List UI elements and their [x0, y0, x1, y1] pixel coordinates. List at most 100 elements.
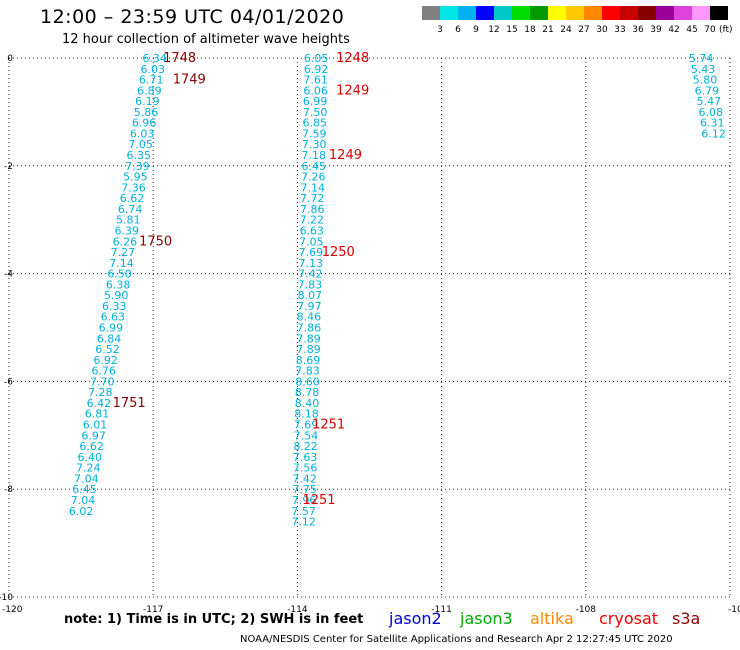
legend-entry-jason3: jason3 [460, 609, 513, 628]
pass-time-label: 1750 [139, 234, 172, 249]
wave-height-value: 5.80 [693, 74, 718, 87]
wave-height-value: 6.39 [115, 224, 140, 237]
wave-height-value: 7.27 [111, 246, 136, 259]
wave-height-value: 6.76 [91, 365, 116, 378]
wave-height-value: 6.01 [83, 419, 108, 432]
grid-lines [8, 57, 731, 598]
color-swatch [656, 6, 674, 20]
wave-height-value: 7.18 [301, 149, 326, 162]
wave-height-value: 7.36 [121, 181, 146, 194]
wave-height-value: 6.33 [102, 300, 127, 313]
wave-height-value: 7.04 [71, 494, 96, 507]
altimeter-tracks: 6.346.036.716.896.195.866.966.037.056.35… [69, 52, 726, 529]
wave-height-value: 7.83 [295, 365, 320, 378]
wave-height-value: 8.07 [298, 289, 323, 302]
pass-time-label: 1748 [163, 51, 196, 66]
wave-height-value: 5.81 [116, 214, 141, 227]
color-swatch [494, 6, 512, 20]
wave-height-value: 6.31 [700, 117, 725, 130]
color-scale-label: 9 [473, 25, 479, 35]
wave-height-value: 7.59 [302, 127, 327, 140]
y-tick-label: -8 [4, 485, 13, 495]
color-scale-label: 24 [560, 25, 572, 35]
wave-height-value: 6.92 [93, 354, 118, 367]
wave-height-value: 8.22 [293, 440, 318, 453]
y-tick-label: 0 [7, 54, 13, 64]
wave-height-value: 7.39 [125, 160, 150, 173]
wave-height-value: 5.86 [134, 106, 159, 119]
wave-height-value: 6.63 [101, 311, 126, 324]
wave-height-value: 7.04 [74, 472, 99, 485]
pass-time-label: 1749 [173, 73, 206, 88]
x-tick-label: -111 [431, 605, 451, 615]
color-scale-label: 30 [596, 25, 608, 35]
wave-height-value: 6.99 [303, 95, 328, 108]
wave-height-value: 7.96 [292, 494, 317, 507]
color-scale-label: 36 [632, 25, 644, 35]
color-swatch [422, 6, 440, 20]
color-scale-label: 6 [455, 25, 461, 35]
wave-height-value: 7.69 [294, 419, 319, 432]
wave-height-value: 7.30 [302, 138, 327, 151]
color-scale-label: 21 [542, 25, 553, 35]
wave-height-value: 8.78 [295, 386, 320, 399]
wave-height-value: 7.22 [300, 214, 325, 227]
wave-height-value: 5.74 [689, 52, 714, 65]
wave-height-value: 7.50 [303, 106, 328, 119]
color-scale-label: 12 [488, 25, 499, 35]
wave-height-value: 6.79 [695, 84, 720, 97]
wave-height-value: 6.08 [699, 106, 724, 119]
wave-height-value: 5.95 [123, 171, 148, 184]
wave-height-value: 6.19 [135, 95, 160, 108]
y-tick-label: -2 [4, 162, 13, 172]
wave-height-value: 7.42 [292, 472, 317, 485]
wave-height-value: 7.63 [293, 451, 318, 464]
wave-height-value: 6.45 [72, 483, 97, 496]
wave-height-map: -120 -117 -114 -111 -108 -10 0 -2 -4 -6 -8 -10 6.34… [0, 51, 740, 615]
wave-height-value: 6.89 [137, 84, 162, 97]
color-scale-label: 45 [686, 25, 697, 35]
wave-height-value: 6.96 [132, 117, 157, 130]
legend-entry-altika: altika [530, 609, 574, 628]
color-swatch [584, 6, 602, 20]
color-scale-label: 15 [506, 25, 517, 35]
wave-height-value: 5.47 [697, 95, 722, 108]
pass-time-label: 1751 [113, 396, 146, 411]
wave-height-value: 7.97 [297, 300, 322, 313]
x-tick-label: -120 [2, 605, 23, 615]
wave-height-value: 7.14 [301, 181, 326, 194]
wave-height-value: 7.86 [300, 203, 325, 216]
color-scale-label: 27 [578, 25, 589, 35]
wave-height-value: 6.52 [95, 343, 120, 356]
wave-height-value: 6.71 [139, 74, 164, 87]
wave-height-value: 7.72 [300, 192, 325, 205]
wave-height-value: 6.92 [304, 63, 329, 76]
wave-height-value: 7.61 [303, 74, 328, 87]
pass-time-label: 1249 [336, 83, 369, 98]
wave-height-value: 6.03 [130, 127, 155, 140]
color-swatch [710, 6, 728, 20]
wave-height-value: 6.38 [106, 278, 131, 291]
wave-height-value: 7.89 [296, 332, 321, 345]
wave-height-value: 7.42 [298, 268, 323, 281]
wave-height-value: 7.89 [296, 343, 321, 356]
pass-time-label: 1251 [312, 418, 345, 433]
wave-height-value: 6.02 [69, 505, 94, 518]
x-tick-label: -114 [287, 605, 308, 615]
wave-height-value: 6.45 [301, 160, 326, 173]
wave-height-value: 6.05 [304, 52, 329, 65]
wave-height-value: 7.05 [299, 235, 324, 248]
color-swatch [440, 6, 458, 20]
color-scale-label: 18 [524, 25, 536, 35]
wave-height-value: 7.05 [128, 138, 153, 151]
color-scale-label: 42 [668, 25, 679, 35]
x-tick-label: -108 [576, 605, 597, 615]
y-tick-label: -4 [4, 270, 13, 280]
wave-height-value: 7.75 [292, 483, 317, 496]
wave-height-value: 5.43 [691, 63, 716, 76]
wave-height-value: 6.40 [78, 451, 103, 464]
color-swatch [638, 6, 656, 20]
wave-height-value: 7.12 [291, 516, 316, 529]
wave-height-value: 8.46 [297, 311, 322, 324]
color-swatch [548, 6, 566, 20]
